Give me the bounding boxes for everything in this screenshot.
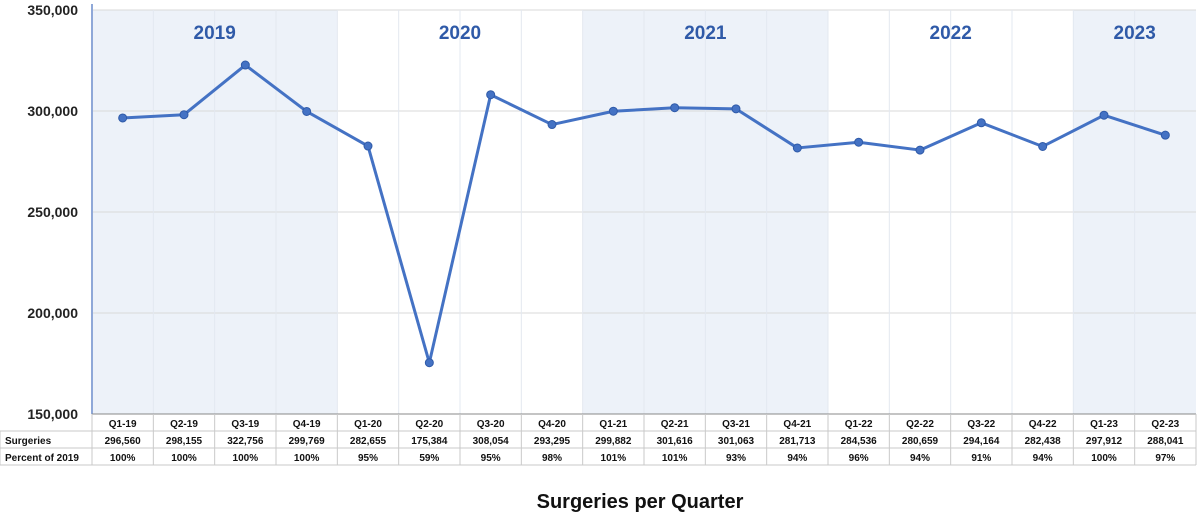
data-point (1038, 141, 1048, 151)
x-tick-label: Q4-21 (783, 419, 811, 430)
table-cell: 298,155 (166, 436, 203, 447)
table-cell: 296,560 (105, 436, 142, 447)
x-tick-label: Q3-19 (231, 419, 259, 430)
y-tick-label: 350,000 (27, 2, 78, 18)
table-cell: 94% (1033, 453, 1053, 464)
x-tick-label: Q3-22 (967, 419, 995, 430)
table-cell: 100% (171, 453, 197, 464)
table-cell: 301,616 (657, 436, 694, 447)
table-cell: 100% (1091, 453, 1117, 464)
x-tick-label: Q3-20 (477, 419, 505, 430)
data-point (486, 90, 496, 100)
data-point (976, 118, 986, 128)
year-label: 2019 (194, 23, 236, 44)
table-cell: 284,536 (841, 436, 878, 447)
x-tick-label: Q1-20 (354, 419, 382, 430)
x-tick-label: Q1-22 (845, 419, 873, 430)
x-tick-label: Q2-19 (170, 419, 198, 430)
data-point (915, 145, 925, 155)
data-point (302, 106, 312, 116)
data-point (179, 110, 189, 120)
table-cell: 98% (542, 453, 562, 464)
x-tick-label: Q1-19 (109, 419, 137, 430)
gridlines (92, 9, 1196, 415)
table-row-label: Percent of 2019 (5, 453, 79, 464)
table-cell: 59% (419, 453, 439, 464)
table-row-label: Surgeries (5, 436, 52, 447)
data-point (118, 113, 128, 123)
y-tick-label: 150,000 (27, 406, 78, 422)
x-tick-label: Q4-19 (293, 419, 321, 430)
x-tick-label: Q2-20 (415, 419, 443, 430)
table-cell: 288,041 (1147, 436, 1184, 447)
table-cell: 294,164 (963, 436, 1000, 447)
x-tick-label: Q4-20 (538, 419, 566, 430)
series-line (122, 63, 1166, 365)
x-tick-label: Q2-22 (906, 419, 934, 430)
table-cell: 280,659 (902, 436, 939, 447)
data-table: Q1-19 Q2-19 Q3-19 Q4-19 Q1-20 Q2-20 Q3-20 Q4-20… (0, 413, 1197, 466)
data-point (792, 143, 802, 153)
data-point (424, 358, 434, 368)
y-tick-label: 200,000 (27, 305, 78, 321)
x-tick-label: Q3-21 (722, 419, 750, 430)
year-label: 2022 (930, 23, 972, 44)
data-point (608, 106, 618, 116)
table-cell: 101% (662, 453, 688, 464)
chart-title: Surgeries per Quarter (537, 491, 744, 513)
table-cell: 95% (358, 453, 378, 464)
table-cell: 93% (726, 453, 746, 464)
y-axis-ticks: 150,000 200,000 250,000 300,000 350,000 (27, 2, 78, 422)
table-cell: 100% (233, 453, 259, 464)
table-cell: 91% (971, 453, 991, 464)
table-cell: 101% (601, 453, 627, 464)
table-cell: 100% (294, 453, 320, 464)
x-tick-label: Q1-21 (599, 419, 627, 430)
table-cell: 175,384 (411, 436, 448, 447)
table-cell: 282,655 (350, 436, 387, 447)
table-cell: 301,063 (718, 436, 755, 447)
x-tick-label: Q2-21 (661, 419, 689, 430)
x-tick-label: Q4-22 (1029, 419, 1057, 430)
x-tick-label: Q1-23 (1090, 419, 1118, 430)
data-point (854, 137, 864, 147)
table-cell: 282,438 (1025, 436, 1062, 447)
year-label: 2023 (1114, 23, 1156, 44)
table-cell: 94% (787, 453, 807, 464)
table-cell: 297,912 (1086, 436, 1123, 447)
table-cell: 299,882 (595, 436, 632, 447)
table-cell: 100% (110, 453, 136, 464)
y-tick-label: 250,000 (27, 204, 78, 220)
data-point (1099, 110, 1109, 120)
table-cell: 299,769 (289, 436, 326, 447)
data-point (240, 60, 250, 70)
table-cell: 281,713 (779, 436, 816, 447)
table-cell: 96% (849, 453, 869, 464)
table-cell: 95% (481, 453, 501, 464)
year-label: 2020 (439, 23, 481, 44)
data-point (547, 120, 557, 130)
year-labels: 2019 2020 2021 2022 2023 (194, 23, 1156, 44)
data-point (731, 104, 741, 114)
x-tick-label: Q2-23 (1151, 419, 1179, 430)
y-tick-label: 300,000 (27, 103, 78, 119)
table-cell: 97% (1155, 453, 1175, 464)
table-cell: 322,756 (227, 436, 264, 447)
series-surgeries (118, 60, 1170, 368)
table-cell: 94% (910, 453, 930, 464)
data-point (363, 141, 373, 151)
table-cell: 308,054 (473, 436, 510, 447)
year-label: 2021 (684, 23, 727, 44)
table-cell: 293,295 (534, 436, 571, 447)
data-point (670, 103, 680, 113)
data-point (1160, 130, 1170, 140)
